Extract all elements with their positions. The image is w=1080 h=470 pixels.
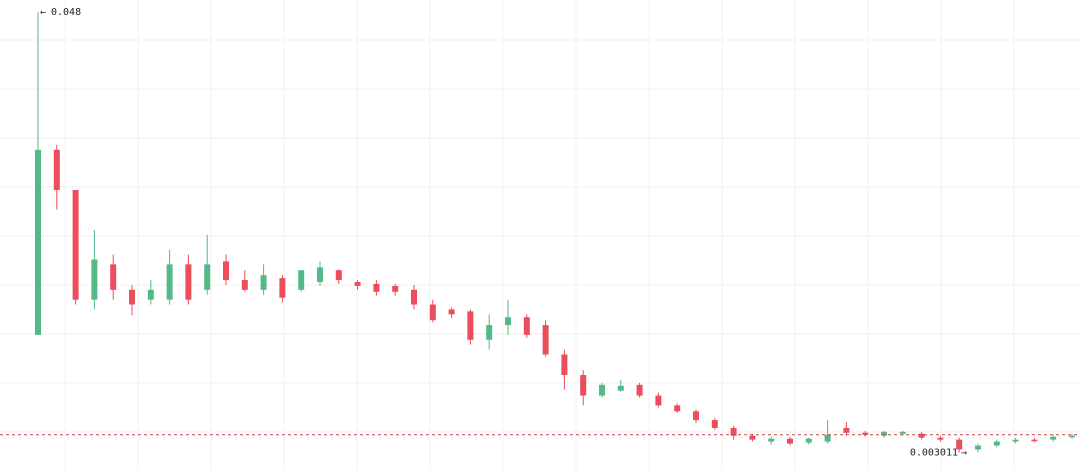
candle-body	[862, 432, 869, 435]
candle-body	[693, 411, 699, 421]
candle-body	[335, 270, 342, 281]
candle-body	[805, 438, 812, 443]
low-arrow: →	[961, 447, 967, 458]
candle-body	[298, 270, 305, 290]
candle-body	[580, 375, 587, 396]
candle-body	[279, 278, 286, 298]
candle-body	[35, 149, 41, 335]
candle-body	[373, 283, 380, 292]
candle-body	[918, 433, 925, 438]
candle-body	[1012, 439, 1019, 442]
candle-body	[843, 427, 850, 433]
candle-body	[768, 438, 775, 442]
candle-body	[956, 439, 963, 450]
candle-body	[185, 264, 192, 300]
high-label: 0.048	[51, 7, 81, 18]
candle-body	[711, 420, 718, 428]
candle-body	[1031, 439, 1038, 442]
candle-body	[411, 289, 417, 305]
candle-body	[636, 384, 643, 396]
candle-body	[993, 441, 1000, 446]
candle-body	[129, 289, 135, 305]
low-label: 0.003011	[910, 447, 958, 458]
candle-body	[260, 275, 267, 290]
candle-body	[223, 261, 229, 281]
candle-body	[975, 445, 981, 450]
candle-body	[881, 431, 887, 436]
candle-body	[599, 384, 605, 396]
candle-body	[1050, 436, 1057, 440]
candle-body	[937, 437, 944, 440]
candle-body	[486, 325, 493, 340]
labels: ← 0.048 0.003011 →	[40, 7, 967, 459]
candle-body	[317, 267, 323, 282]
candle-body	[241, 280, 248, 290]
candle-body	[674, 405, 681, 412]
candle-body	[147, 289, 154, 300]
candle-body	[467, 311, 474, 340]
candle-body	[448, 309, 455, 315]
candle-body	[523, 317, 530, 335]
candle-body	[1069, 435, 1075, 438]
candle-body	[561, 354, 568, 376]
candle-body	[392, 285, 399, 292]
candle-body	[91, 259, 98, 300]
candle-body	[824, 434, 831, 442]
candle-body	[655, 395, 662, 406]
candles	[0, 11, 1080, 453]
candle-body	[787, 438, 793, 444]
high-arrow: ←	[40, 7, 46, 18]
candle-body	[899, 431, 906, 434]
candle-body	[72, 189, 79, 300]
candle-body	[110, 264, 117, 290]
candle-body	[166, 264, 173, 300]
candle-body	[542, 325, 549, 355]
candle-body	[505, 317, 511, 326]
candle-body	[749, 435, 756, 440]
candle-body	[429, 304, 436, 321]
candle-body	[354, 282, 361, 286]
candle-body	[204, 264, 211, 290]
candle-body	[53, 149, 60, 190]
candle-body	[617, 385, 624, 391]
candle-body	[730, 427, 737, 436]
